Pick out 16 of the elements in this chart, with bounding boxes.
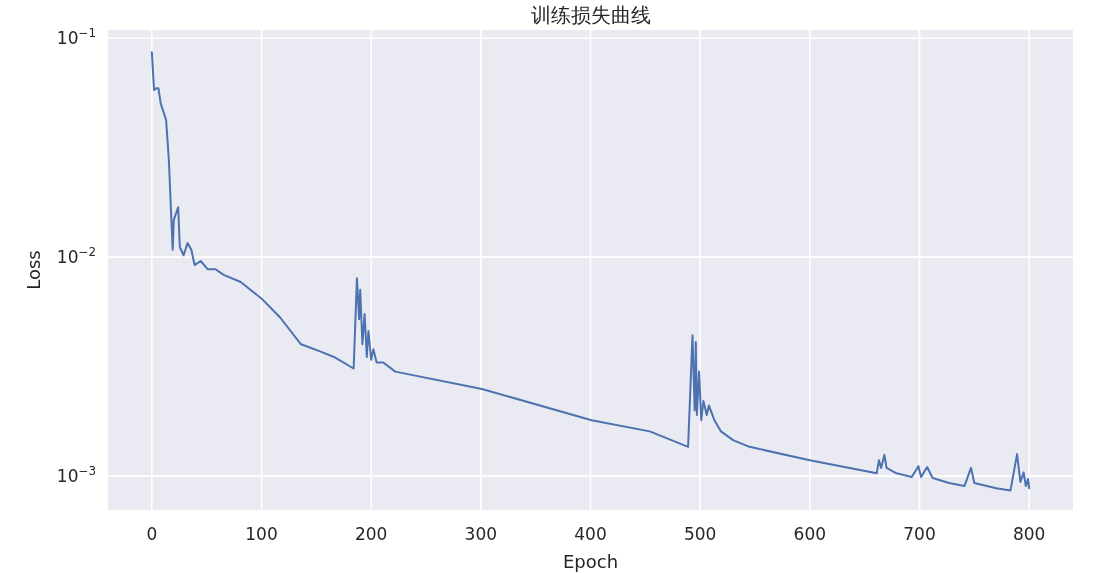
x-tick-label: 600	[793, 524, 827, 544]
x-tick-label: 300	[464, 524, 498, 544]
x-tick-label: 100	[245, 524, 278, 544]
x-tick-label: 800	[1012, 524, 1046, 544]
y-axis-title: Loss	[23, 250, 44, 290]
y-tick-label: 10$^{−1}$	[56, 26, 96, 49]
x-tick-label: 200	[354, 524, 388, 544]
y-tick-label: 10$^{−2}$	[56, 245, 96, 268]
x-tick-label: 500	[683, 524, 717, 544]
x-axis-title: Epoch	[562, 551, 619, 572]
x-tick-label: 0	[146, 524, 158, 544]
line-series	[150, 51, 1031, 492]
chart-title: 训练损失曲线	[530, 3, 651, 27]
x-tick-label: 700	[903, 524, 936, 544]
y-tick-label: 10$^{−3}$	[56, 464, 96, 487]
x-tick-label: 400	[574, 524, 607, 544]
